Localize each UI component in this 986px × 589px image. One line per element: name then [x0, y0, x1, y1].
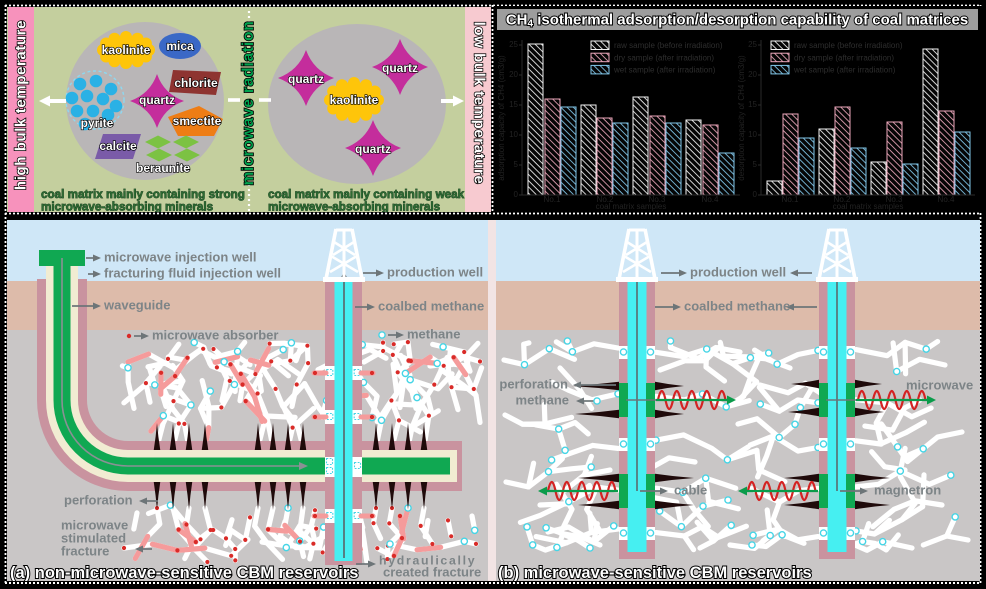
- svg-text:10: 10: [509, 130, 518, 139]
- svg-text:0: 0: [753, 190, 758, 199]
- svg-text:kaolinite: kaolinite: [330, 93, 379, 107]
- svg-text:raw sample (before irradiation: raw sample (before irradiation): [614, 41, 723, 50]
- svg-text:10: 10: [748, 130, 757, 139]
- svg-text:beraunite: beraunite: [136, 161, 190, 175]
- svg-text:No.1: No.1: [782, 195, 799, 204]
- svg-text:microwave absorber: microwave absorber: [152, 327, 278, 342]
- svg-text:No.4: No.4: [938, 195, 955, 204]
- svg-text:coal matrix mainly containing: coal matrix mainly containing strong: [41, 188, 245, 201]
- svg-text:kaolinite: kaolinite: [102, 43, 151, 57]
- svg-text:(a) non-microwave-sensitive CB: (a) non-microwave-sensitive CBM reservoi…: [10, 564, 358, 581]
- svg-text:coalbed methane: coalbed methane: [684, 298, 790, 313]
- svg-text:magnetron: magnetron: [874, 482, 941, 497]
- svg-text:wet sample (after irradiation): wet sample (after irradiation): [613, 66, 716, 75]
- svg-text:5: 5: [514, 160, 519, 169]
- svg-text:low bulk temperature: low bulk temperature: [471, 22, 488, 185]
- svg-text:cable: cable: [674, 482, 707, 497]
- svg-text:microwave-absorbing minerals: microwave-absorbing minerals: [268, 201, 441, 212]
- svg-text:5: 5: [753, 160, 758, 169]
- svg-text:mica: mica: [166, 39, 194, 53]
- svg-text:high bulk temperature: high bulk temperature: [12, 20, 29, 190]
- svg-text:quartz: quartz: [355, 142, 391, 156]
- svg-text:quartz: quartz: [288, 72, 324, 86]
- svg-text:microwave radiation: microwave radiation: [240, 20, 257, 185]
- svg-text:desorption capacity of CH4 (cm: desorption capacity of CH4 (cm3/g): [737, 55, 746, 181]
- svg-text:perforation: perforation: [64, 492, 133, 507]
- svg-text:fracturing fluid injection wel: fracturing fluid injection well: [104, 265, 281, 280]
- svg-text:No.3: No.3: [649, 195, 666, 204]
- svg-text:coal matrix samples: coal matrix samples: [833, 202, 904, 211]
- svg-text:methane: methane: [407, 326, 460, 341]
- svg-text:raw sample (before irradiation: raw sample (before irradiation): [794, 41, 903, 50]
- svg-text:perforation: perforation: [499, 376, 568, 391]
- svg-text:waveguide: waveguide: [103, 297, 170, 312]
- svg-text:25: 25: [509, 40, 518, 49]
- svg-text:No.3: No.3: [886, 195, 903, 204]
- svg-text:quartz: quartz: [382, 61, 418, 75]
- svg-text:dry sample (after irradiation): dry sample (after irradiation): [614, 53, 714, 62]
- svg-text:20: 20: [509, 70, 518, 79]
- svg-text:created fracture: created fracture: [383, 564, 481, 579]
- svg-text:No.1: No.1: [544, 195, 561, 204]
- svg-text:dry sample (after irradiation): dry sample (after irradiation): [794, 53, 894, 62]
- svg-text:(b) microwave-sensitive CBM re: (b) microwave-sensitive CBM reservoirs: [498, 564, 812, 581]
- svg-text:wet sample (after irradiation): wet sample (after irradiation): [793, 66, 896, 75]
- svg-text:20: 20: [748, 70, 757, 79]
- svg-text:coal matrix samples: coal matrix samples: [596, 202, 667, 211]
- svg-text:microwave: microwave: [906, 377, 973, 392]
- svg-text:No.2: No.2: [597, 195, 614, 204]
- svg-text:15: 15: [509, 100, 518, 109]
- svg-text:pyrite: pyrite: [81, 116, 114, 130]
- svg-text:quartz: quartz: [139, 93, 175, 107]
- svg-text:No.4: No.4: [702, 195, 719, 204]
- svg-text:15: 15: [748, 100, 757, 109]
- svg-text:hydraulically: hydraulically: [379, 553, 476, 567]
- svg-text:CH4 isothermal adsorption/deso: CH4 isothermal adsorption/desorption cap…: [506, 11, 968, 29]
- svg-text:coal matrix mainly containing: coal matrix mainly containing weak: [268, 188, 465, 201]
- svg-text:calcite: calcite: [99, 139, 137, 153]
- svg-text:production well: production well: [690, 264, 786, 279]
- svg-text:0: 0: [514, 190, 519, 199]
- svg-text:production well: production well: [387, 264, 483, 279]
- svg-text:adsorption capacity of CH4 (cm: adsorption capacity of CH4 (cm3/g): [497, 55, 506, 181]
- svg-text:microwave: microwave: [61, 517, 128, 532]
- svg-text:stimulated: stimulated: [61, 530, 126, 545]
- svg-text:fracture: fracture: [61, 543, 109, 558]
- svg-text:No.2: No.2: [834, 195, 851, 204]
- svg-text:smectite: smectite: [173, 114, 222, 128]
- svg-text:microwave-absorbing minerals: microwave-absorbing minerals: [41, 201, 214, 212]
- svg-text:methane: methane: [516, 392, 569, 407]
- svg-text:chlorite: chlorite: [174, 76, 218, 90]
- svg-text:coalbed methane: coalbed methane: [378, 298, 484, 313]
- svg-text:25: 25: [748, 40, 757, 49]
- svg-text:microwave injection well: microwave injection well: [104, 249, 256, 264]
